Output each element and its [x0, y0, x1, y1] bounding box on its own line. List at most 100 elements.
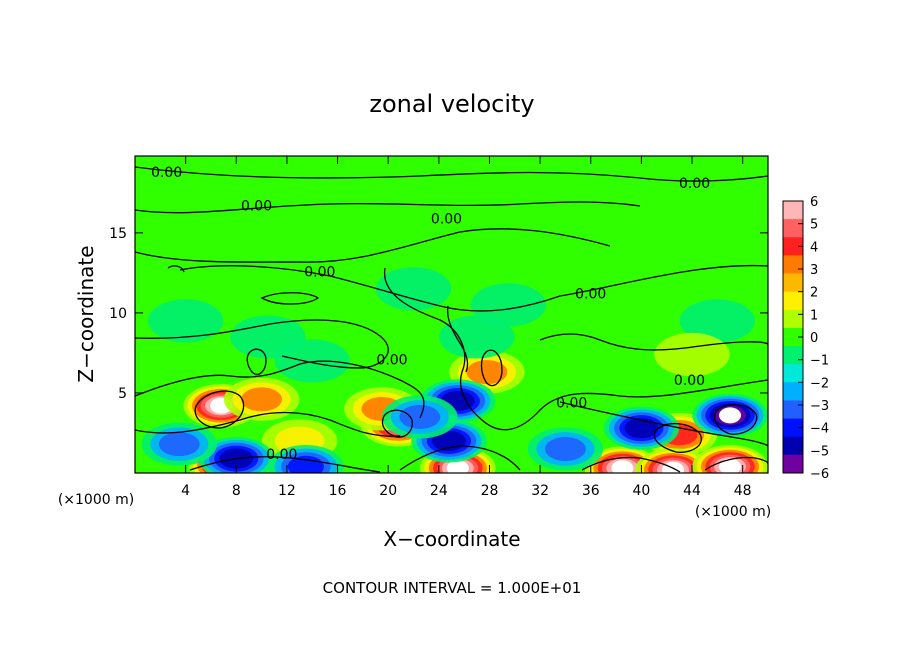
- contour-line: [167, 265, 185, 273]
- x-tick-label: 48: [734, 483, 752, 499]
- colorbar-tick-label: 0: [810, 331, 818, 346]
- y-axis-label: Z−coordinate: [74, 245, 98, 382]
- contour-line: [653, 423, 702, 453]
- x-tick-label: 24: [430, 483, 448, 499]
- x-tick-label: 12: [278, 483, 296, 499]
- x-unit-label-right: (×1000 m): [695, 504, 771, 520]
- velocity-blob: [241, 387, 282, 412]
- contour-label: 0.00: [674, 373, 705, 389]
- velocity-blob: [545, 436, 586, 461]
- contour-line: [399, 445, 521, 471]
- x-unit-label-left: (×1000 m): [58, 492, 134, 508]
- x-axis-ticks: 4 8 12 16 20 24 28 32 36 40 44 48: [181, 156, 752, 499]
- contour-line: [246, 348, 267, 375]
- velocity-blob: [274, 339, 350, 383]
- x-tick-label: 4: [181, 483, 190, 499]
- colorbar: 6 5 4 3 2 1 0 −1 −2 −3 −4 −5 −6: [782, 195, 829, 482]
- velocity-peak: [611, 460, 634, 473]
- contour-label: 0.00: [376, 352, 407, 368]
- contour-line: [135, 411, 401, 437]
- velocity-blob: [375, 267, 452, 311]
- colorbar-tick-label: −4: [810, 422, 829, 437]
- contour-interval-note: CONTOUR INTERVAL = 1.000E+01: [323, 579, 582, 597]
- contour-label: 0.00: [266, 447, 297, 463]
- contour-label: 0.00: [304, 264, 335, 280]
- contour-line: [480, 349, 503, 387]
- colorbar-tick-label: −1: [810, 354, 829, 369]
- velocity-blob: [466, 360, 508, 385]
- colorbar-segment: [783, 255, 803, 274]
- x-tick-label: 40: [632, 483, 650, 499]
- contour-line: [581, 456, 681, 473]
- x-tick-label: 16: [329, 483, 347, 499]
- velocity-blob: [439, 315, 515, 359]
- contour-line: [135, 360, 425, 419]
- colorbar-segment: [783, 418, 803, 438]
- contour-label: 0.00: [241, 199, 272, 215]
- colorbar-segment: [783, 400, 803, 419]
- colorbar-tick-label: 5: [810, 218, 818, 233]
- contour-line: [381, 409, 413, 438]
- colorbar-segment: [783, 436, 803, 456]
- colorbar-tick-label: 6: [810, 195, 818, 210]
- colorbar-tick-label: −6: [810, 467, 829, 482]
- contour-label: 0.00: [431, 211, 462, 227]
- colorbar-tick-label: 1: [810, 308, 818, 323]
- x-tick-label: 20: [379, 483, 397, 499]
- colorbar-segment: [783, 327, 803, 347]
- contour-line: [260, 292, 320, 305]
- colorbar-segment: [783, 454, 803, 474]
- velocity-blob: [147, 299, 224, 343]
- velocity-peak: [719, 407, 742, 424]
- contour-labels: 0.00 0.00 0.00 0.00 0.00 0.00 0.00 0.00 0.00 0.00: [151, 165, 710, 463]
- contour-line: [539, 333, 768, 351]
- velocity-blob: [679, 299, 756, 343]
- velocity-peak: [446, 460, 469, 473]
- colorbar-segment: [783, 291, 803, 311]
- colorbar-tick-label: −5: [810, 444, 829, 459]
- contour-line: [559, 401, 768, 447]
- y-tick-label: 10: [109, 306, 127, 322]
- contour-label: 0.00: [151, 165, 182, 181]
- x-tick-label: 36: [582, 483, 600, 499]
- contour-line: [189, 456, 381, 473]
- colorbar-segment: [783, 273, 803, 293]
- velocity-blob: [158, 432, 200, 457]
- contour-line: [194, 390, 245, 429]
- x-axis-label: X−coordinate: [383, 527, 520, 551]
- velocity-blob: [470, 283, 547, 327]
- contour-label: 0.00: [556, 396, 587, 412]
- colorbar-segment: [783, 364, 803, 383]
- contour-label: 0.00: [575, 287, 606, 303]
- contour-line: [714, 404, 758, 435]
- colorbar-tick-label: −2: [810, 376, 829, 391]
- contour-line: [704, 456, 768, 471]
- contour-line: [135, 319, 389, 369]
- colorbar-tick-label: −3: [810, 399, 829, 414]
- x-tick-label: 28: [481, 483, 499, 499]
- contour-line: [179, 264, 768, 312]
- velocity-peak: [662, 461, 685, 473]
- contour-line: [446, 305, 469, 373]
- plot-frame: [134, 155, 769, 474]
- colorbar-tick-label: 2: [810, 286, 818, 301]
- velocity-blob: [654, 332, 730, 377]
- y-tick-label: 5: [118, 386, 127, 402]
- colorbar-segment: [783, 346, 803, 365]
- colorbar-segment: [783, 237, 803, 256]
- zero-contour-lines: [135, 166, 768, 473]
- y-tick-label: 15: [109, 226, 127, 242]
- x-tick-label: 8: [232, 483, 241, 499]
- colorbar-tick-label: 4: [810, 240, 818, 255]
- velocity-peak: [719, 458, 742, 473]
- contour-line: [384, 267, 768, 431]
- colorbar-segment: [783, 382, 803, 401]
- x-tick-label: 44: [683, 483, 701, 499]
- contour-line: [135, 228, 611, 263]
- chart-title: zonal velocity: [369, 90, 534, 118]
- plot-area: 0.00 0.00 0.00 0.00 0.00 0.00 0.00 0.00 0.00 0.00: [134, 155, 769, 474]
- y-axis-ticks: 5 10 15: [109, 226, 768, 402]
- contour-line: [135, 201, 641, 214]
- contour-line: [135, 166, 768, 182]
